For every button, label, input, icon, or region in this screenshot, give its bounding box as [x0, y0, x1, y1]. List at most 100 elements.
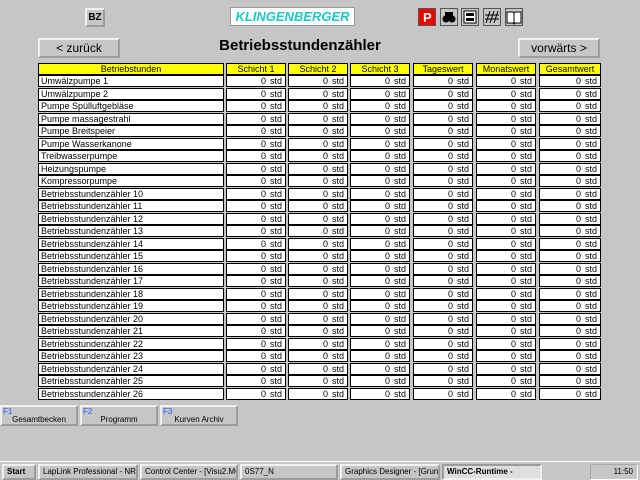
row-label: Betriebsstundenzähler 14 — [38, 237, 224, 250]
forward-button[interactable]: vorwärts > — [518, 38, 600, 58]
unit: std — [584, 263, 597, 274]
row-label: Betriebsstundenzähler 10 — [38, 187, 224, 200]
unit: std — [393, 376, 406, 386]
function-key[interactable]: F2 Programm — [80, 405, 158, 426]
value-cell: 0 std — [476, 362, 536, 375]
unit: std — [269, 201, 282, 211]
bz-button[interactable]: BZ — [85, 8, 105, 27]
unit: std — [393, 313, 406, 324]
value: 0 — [510, 313, 516, 324]
unit: std — [584, 276, 597, 286]
taskbar-item[interactable]: Control Center - [Visu2.MC... — [140, 464, 238, 480]
value-cell: 0 std — [539, 212, 601, 225]
function-key[interactable]: F3 Kurven Archiv — [160, 405, 238, 426]
unit: std — [393, 76, 406, 86]
value: 0 — [575, 188, 581, 199]
value-cell: 0 std — [288, 175, 348, 187]
value-cell: 0 std — [288, 375, 348, 387]
value-cell: 0 std — [539, 87, 601, 100]
unit: std — [269, 326, 282, 336]
unit: std — [456, 188, 469, 199]
value-cell: 0 std — [413, 137, 473, 150]
value-cell: 0 std — [539, 300, 601, 312]
back-button[interactable]: < zurück — [38, 38, 120, 58]
value-cell: 0 std — [350, 112, 410, 125]
value-cell: 0 std — [539, 175, 601, 187]
value: 0 — [260, 276, 266, 286]
value: 0 — [447, 238, 453, 249]
unit: std — [519, 176, 532, 186]
value: 0 — [575, 113, 581, 124]
taskbar-item[interactable]: 0S77_N — [240, 464, 338, 480]
value: 0 — [575, 163, 581, 174]
unit: std — [519, 76, 532, 86]
value-cell: 0 std — [226, 275, 286, 287]
value: 0 — [447, 251, 453, 261]
value: 0 — [322, 276, 328, 286]
column-header: Schicht 2 — [288, 63, 348, 75]
value-cell: 0 std — [226, 300, 286, 312]
value-cell: 0 std — [288, 287, 348, 300]
value: 0 — [575, 226, 581, 236]
value-cell: 0 std — [476, 350, 536, 362]
value: 0 — [384, 126, 390, 136]
value-cell: 0 std — [350, 375, 410, 387]
value: 0 — [575, 363, 581, 374]
unit: std — [331, 138, 344, 149]
value: 0 — [260, 151, 266, 161]
value: 0 — [322, 138, 328, 149]
taskbar-item[interactable]: WinCC-Runtime - — [442, 464, 542, 480]
value: 0 — [447, 213, 453, 224]
value: 0 — [510, 88, 516, 99]
value-cell: 0 std — [476, 75, 536, 87]
value: 0 — [447, 151, 453, 161]
value-cell: 0 std — [476, 312, 536, 325]
value-cell: 0 std — [539, 250, 601, 262]
unit: std — [519, 326, 532, 336]
unit: std — [519, 138, 532, 149]
value: 0 — [510, 263, 516, 274]
unit: std — [519, 388, 532, 399]
value-cell: 0 std — [350, 337, 410, 350]
icon-p[interactable]: P — [418, 8, 436, 26]
value-cell: 0 std — [226, 262, 286, 275]
value-cell: 0 std — [288, 137, 348, 150]
unit: std — [269, 338, 282, 349]
icon-trend[interactable] — [483, 8, 501, 26]
unit: std — [456, 138, 469, 149]
unit: std — [456, 176, 469, 186]
value: 0 — [510, 376, 516, 386]
icon-binoculars[interactable] — [440, 8, 458, 26]
value: 0 — [384, 163, 390, 174]
row-label: Betriebsstundenzähler 17 — [38, 275, 224, 287]
value-cell: 0 std — [288, 362, 348, 375]
value-cell: 0 std — [350, 200, 410, 212]
unit: std — [331, 201, 344, 211]
value-cell: 0 std — [226, 162, 286, 175]
unit: std — [331, 388, 344, 399]
start-button[interactable]: Start — [2, 464, 36, 480]
icon-panel[interactable] — [461, 8, 479, 26]
taskbar-item[interactable]: Graphics Designer - [Grun... — [340, 464, 440, 480]
value: 0 — [260, 226, 266, 236]
taskbar-item[interactable]: LapLink Professional - NR... — [38, 464, 138, 480]
value: 0 — [260, 101, 266, 111]
value-cell: 0 std — [476, 87, 536, 100]
function-key[interactable]: F1 Gesamtbecken — [0, 405, 78, 426]
value: 0 — [447, 163, 453, 174]
value-cell: 0 std — [350, 287, 410, 300]
value-cell: 0 std — [350, 312, 410, 325]
unit: std — [519, 313, 532, 324]
value-cell: 0 std — [288, 300, 348, 312]
unit: std — [269, 238, 282, 249]
value-cell: 0 std — [350, 162, 410, 175]
value-cell: 0 std — [226, 100, 286, 112]
value: 0 — [384, 338, 390, 349]
value: 0 — [447, 76, 453, 86]
unit: std — [519, 201, 532, 211]
icon-book[interactable] — [505, 8, 523, 26]
row-label: Treibwasserpumpe — [38, 150, 224, 162]
value-cell: 0 std — [288, 162, 348, 175]
value: 0 — [447, 363, 453, 374]
value: 0 — [575, 351, 581, 361]
